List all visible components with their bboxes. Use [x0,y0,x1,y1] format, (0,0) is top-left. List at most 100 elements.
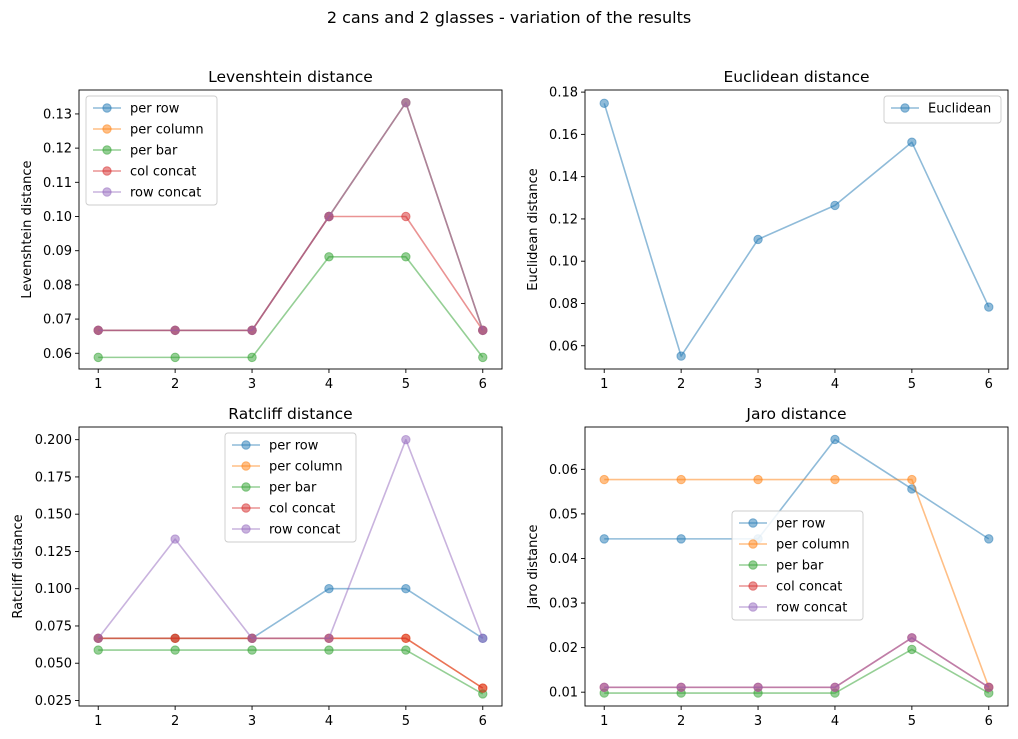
ratcliff-point-per-bar [93,645,103,655]
levenshtein-legend-swatch-marker [102,145,112,155]
levenshtein-point-per-bar [324,252,334,262]
levenshtein-y-tick-label: 0.08 [43,278,72,293]
jaro-x-tick-label: 5 [908,714,916,729]
ratcliff-legend-label-per-column: per column [269,460,343,475]
levenshtein-legend-swatch-marker [102,187,112,197]
ratcliff-y-tick-label: 0.200 [35,433,72,448]
jaro-legend-label-per-row: per row [776,517,826,532]
euclidean-legend-swatch-marker [900,103,910,113]
jaro-line-per-column [604,478,990,688]
ratcliff-plot-frame [78,426,503,707]
euclidean-y-tick-label: 0.16 [549,128,578,143]
levenshtein-legend: per row per column per bar col concat row co… [85,95,218,206]
levenshtein-point-row-concat [401,97,411,108]
euclidean-y-tick-label: 0.12 [549,212,578,227]
ratcliff-y-tick-label: 0.025 [35,694,72,709]
levenshtein-point-row-concat [478,325,488,336]
ratcliff-point-row-concat [170,534,180,544]
ratcliff-point-per-bar [324,645,334,655]
euclidean-legend-label-euclidean: Euclidean [928,102,991,117]
ratcliff-line-per-bar [98,649,484,695]
jaro-point-per-column [830,474,840,485]
jaro-point-per-bar [907,644,917,655]
ratcliff-point-col-concat [478,683,488,693]
jaro-point-per-column [599,474,609,485]
ratcliff-point-per-bar [170,645,180,655]
ratcliff-legend-swatch-marker [241,440,251,450]
euclidean-series-euclidean [599,98,994,361]
euclidean-y-axis-label: Euclidean distance [526,168,541,291]
euclidean-legend-box [883,95,1002,124]
levenshtein-y-axis-label: Levenshtein distance [20,160,35,298]
ratcliff-legend-swatch-marker [241,482,251,492]
jaro-point-row-concat [830,682,840,692]
ratcliff-x-tick-label: 6 [479,714,487,729]
euclidean-x-tick-label: 4 [831,377,839,392]
levenshtein-point-row-concat [93,325,103,336]
jaro-point-per-row [599,534,609,544]
ratcliff-y-tick-label: 0.075 [35,619,72,634]
jaro-legend-box [731,510,864,621]
jaro-point-per-row [830,434,840,445]
panel-jaro: Jaro distance Jaro distance 1 2 3 4 5 6 0.01 0.02… [526,405,1009,729]
levenshtein-point-per-bar [93,352,103,363]
jaro-point-per-column [676,474,686,485]
levenshtein-point-per-bar [247,352,257,363]
jaro-line-per-bar [604,648,990,694]
ratcliff-legend-label-col-concat: col concat [269,502,335,517]
levenshtein-legend-label-per-bar: per bar [130,144,178,159]
ratcliff-line-per-column [98,637,484,689]
levenshtein-point-col-concat [401,211,411,222]
euclidean-y-tick-label: 0.18 [549,86,578,101]
levenshtein-legend-label-row-concat: row concat [130,186,201,201]
ratcliff-point-row-concat [401,434,411,445]
jaro-line-col-concat [604,637,990,689]
ratcliff-x-tick-label: 1 [94,714,102,729]
levenshtein-x-tick-label: 2 [171,377,179,392]
ratcliff-legend-label-per-bar: per bar [269,481,317,496]
jaro-y-tick-label: 0.01 [549,686,578,701]
levenshtein-point-per-bar [170,352,180,363]
levenshtein-y-tick-label: 0.06 [43,347,72,362]
jaro-legend-label-per-bar: per bar [776,559,824,574]
levenshtein-point-row-concat [324,211,334,222]
levenshtein-y-tick-label: 0.09 [43,244,72,259]
levenshtein-legend-box [85,95,218,206]
jaro-point-row-concat [753,682,763,692]
levenshtein-legend-label-per-column: per column [130,123,204,138]
levenshtein-y-tick-label: 0.07 [43,313,72,328]
jaro-y-tick-label: 0.06 [549,463,578,478]
jaro-y-tick-label: 0.05 [549,507,578,522]
ratcliff-y-tick-label: 0.150 [35,508,72,523]
levenshtein-legend-swatch-marker [102,166,112,176]
ratcliff-point-row-concat [93,633,103,644]
levenshtein-legend-label-per-row: per row [130,102,180,117]
jaro-legend-label-row-concat: row concat [776,601,847,616]
ratcliff-point-col-concat [170,633,180,644]
jaro-legend-swatch-marker [748,602,758,612]
ratcliff-line-row-concat [97,438,484,640]
ratcliff-series-per-bar [93,645,488,699]
jaro-series-row-concat [599,633,994,692]
jaro-line-row-concat [604,637,990,689]
ratcliff-series-per-row [93,584,488,644]
jaro-y-axis-label: Jaro distance [526,524,541,609]
jaro-point-per-column [753,474,763,485]
jaro-x-tick-label: 3 [754,714,762,729]
jaro-legend-swatch-marker [748,581,758,591]
jaro-point-row-concat [984,682,994,692]
ratcliff-point-per-row [401,584,411,594]
levenshtein-plot-frame [78,89,503,370]
jaro-x-tick-label: 2 [677,714,685,729]
jaro-point-per-row [676,534,686,544]
euclidean-x-tick-label: 1 [600,377,608,392]
euclidean-point-euclidean [984,302,994,312]
ratcliff-title: Ratcliff distance [228,405,352,423]
euclidean-point-euclidean [753,234,763,245]
jaro-x-tick-label: 4 [831,714,839,729]
panel-ratcliff: Ratcliff distance Ratcliff distance 1 2 3 4 5 6… [11,405,503,729]
jaro-x-tick-label: 6 [985,714,993,729]
euclidean-point-euclidean [676,351,686,361]
jaro-point-row-concat [676,682,686,692]
jaro-point-per-column [907,474,917,485]
